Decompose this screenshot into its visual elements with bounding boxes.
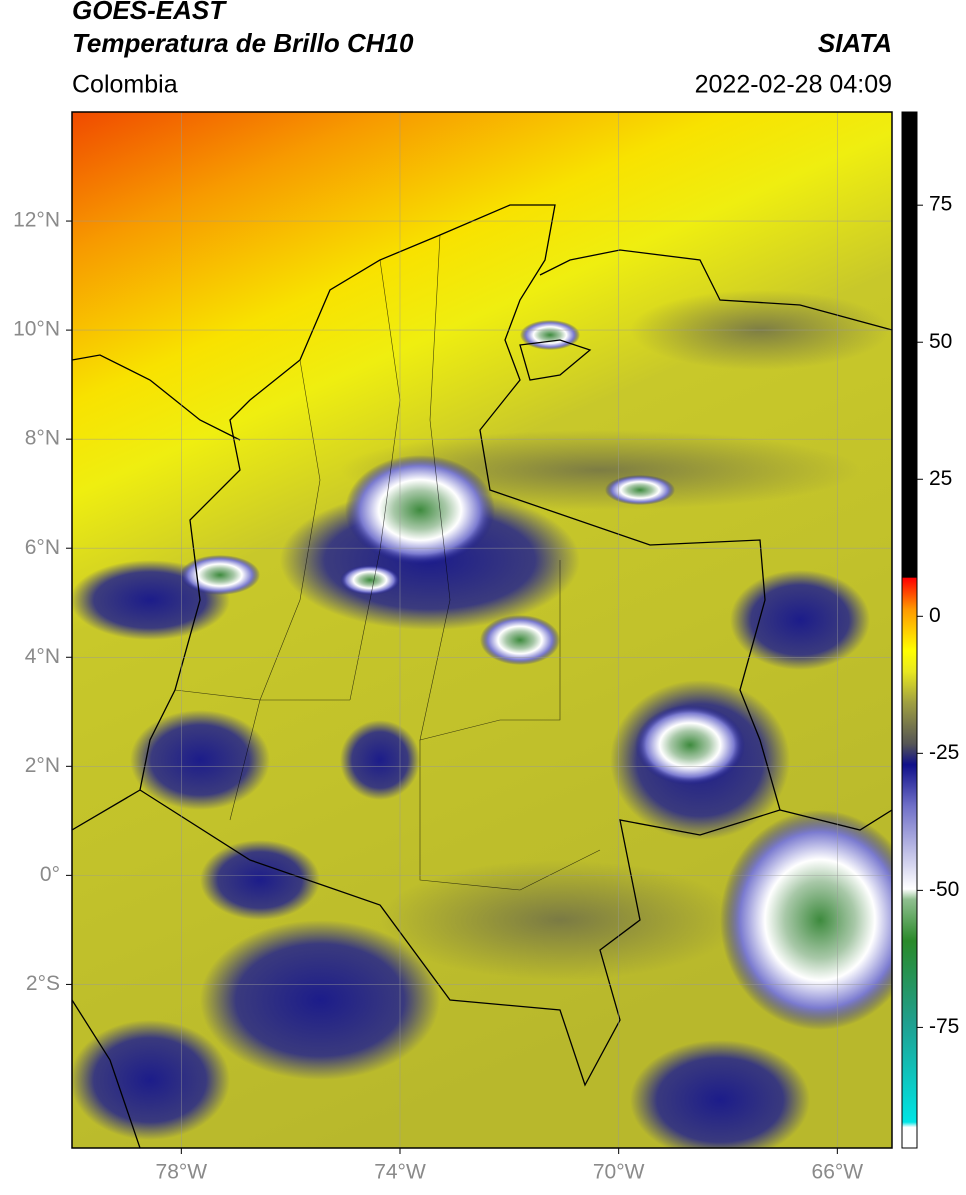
product-title: Temperatura de Brillo CH10 (72, 28, 414, 58)
map-imagery (72, 112, 892, 1148)
borders (72, 204, 892, 1148)
internal-borders (174, 234, 601, 891)
y-tick-label: 6°N (25, 536, 60, 559)
cloud-field (72, 290, 892, 1148)
colorbar-tick-label: -75 (929, 1015, 959, 1038)
datetime-label: 2022-02-28 04:09 (695, 71, 892, 99)
x-tick-label: 70°W (593, 1161, 645, 1184)
colorbar-tick-label: -25 (929, 741, 959, 764)
x-tick-label: 78°W (156, 1161, 208, 1184)
y-tick-label: 0° (40, 863, 60, 886)
graticule (72, 112, 892, 1148)
colorbar-tick-label: 25 (929, 467, 952, 490)
map-frame (71, 111, 893, 1149)
colorbar-tick-label: 50 (929, 330, 952, 353)
y-tick-label: 2°N (25, 754, 60, 777)
colorbar-tick-label: 75 (929, 193, 952, 216)
y-tick-label: 12°N (13, 209, 60, 232)
satellite-title: GOES-EAST (72, 0, 227, 25)
colorbar-tick-label: 0 (929, 604, 941, 627)
y-tick-label: 8°N (25, 427, 60, 450)
source-label: SIATA (818, 28, 892, 58)
y-tick-label: 10°N (13, 318, 60, 341)
y-tick-label: 4°N (25, 645, 60, 668)
region-label: Colombia (72, 71, 178, 99)
x-tick-label: 74°W (374, 1161, 426, 1184)
colorbar-tick-label: -50 (929, 878, 959, 901)
colorbar (901, 111, 918, 1149)
x-tick-label: 66°W (812, 1161, 864, 1184)
y-tick-label: 2°S (26, 972, 60, 995)
